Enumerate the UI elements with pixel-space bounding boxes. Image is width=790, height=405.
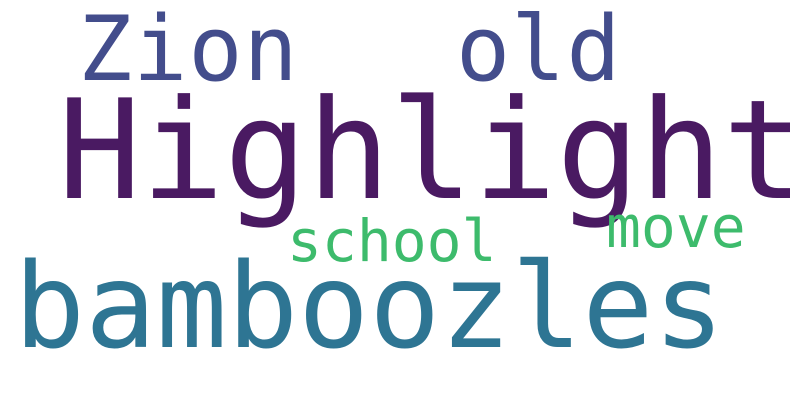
word-zion: Zion: [78, 0, 299, 102]
word-move: move: [606, 193, 746, 261]
word-school: school: [287, 207, 497, 275]
word-bamboozles: bamboozles: [14, 237, 725, 375]
word-old: old: [456, 0, 622, 102]
word-highlight: Highlight: [58, 70, 790, 231]
